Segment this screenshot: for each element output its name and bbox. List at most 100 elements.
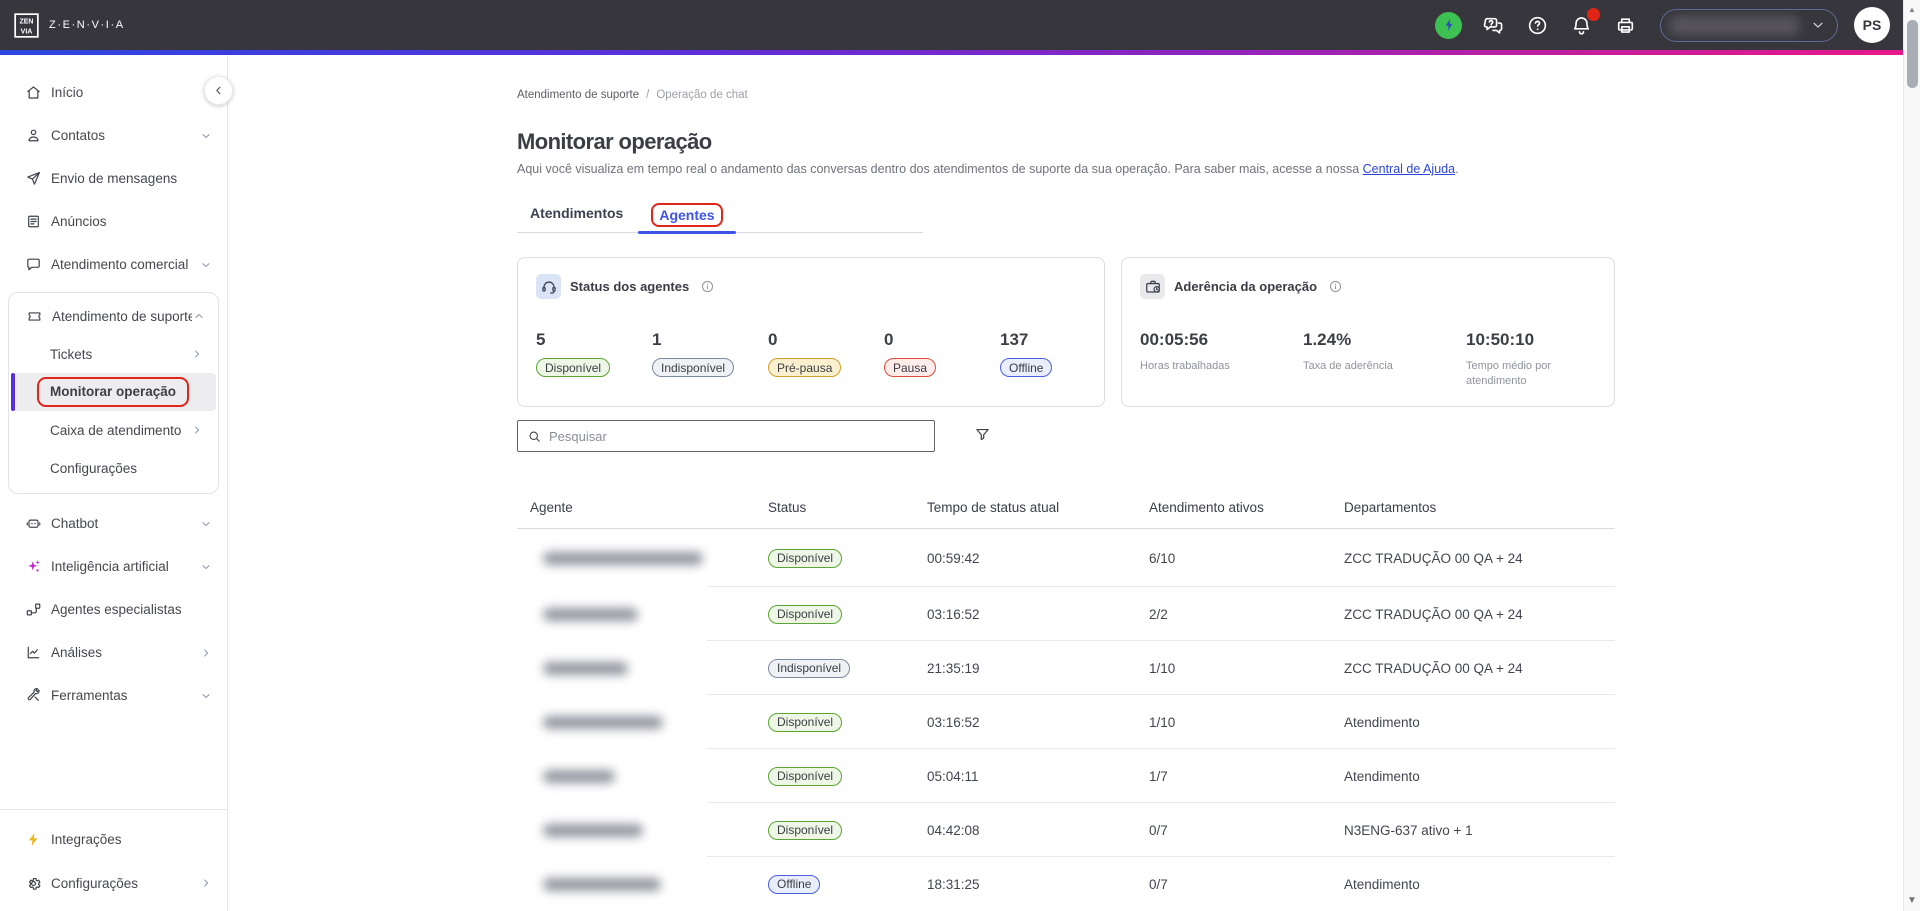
account-selector[interactable] (1660, 8, 1838, 42)
sidebar-item-anuncios[interactable]: Anúncios (0, 200, 227, 243)
sidebar-item-inteligencia-artificial[interactable]: Inteligência artificial (0, 545, 227, 588)
table-row[interactable]: Offline 18:31:25 0/7 Atendimento (517, 857, 1615, 911)
sidebar-item-agentes-especialistas[interactable]: Agentes especialistas (0, 588, 227, 631)
chatbot-icon (25, 515, 42, 532)
status-time-cell: 04:42:08 (927, 822, 980, 838)
departments-cell: Atendimento (1344, 714, 1420, 730)
chat-support-icon[interactable] (1481, 13, 1506, 38)
sidebar-item-label: Chatbot (51, 516, 99, 531)
metric-label: Horas trabalhadas (1140, 360, 1230, 372)
page-scrollbar[interactable]: ▲ ▼ (1903, 0, 1920, 911)
chevron-right-icon (190, 423, 204, 437)
stat-value: 5 (536, 330, 546, 349)
search-box (517, 420, 935, 452)
tab-label: Agentes (659, 207, 715, 223)
agents-table: Agente Status Tempo de status atual Atendim… (517, 500, 1615, 911)
sidebar-item-atendimento-de-suporte[interactable]: Atendimento de suporte (9, 297, 218, 335)
chevron-down-icon (199, 560, 213, 574)
sidebar-item-label: Ferramentas (51, 688, 128, 703)
status-time-cell: 18:31:25 (927, 876, 980, 892)
notifications-icon[interactable] (1569, 7, 1600, 38)
status-time-cell: 21:35:19 (927, 660, 980, 676)
tab-atendimentos[interactable]: Atendimentos (517, 197, 636, 232)
sidebar-item-tickets[interactable]: Tickets (11, 335, 216, 373)
agent-name-redacted (530, 551, 768, 565)
active-chats-cell: 6/10 (1149, 550, 1176, 566)
table-row[interactable]: Indisponível 21:35:19 1/10 ZCC TRADUÇÃO 00 … (517, 641, 1615, 695)
status-pill: Indisponível (652, 358, 735, 377)
sidebar-item-envio-de-mensagens[interactable]: Envio de mensagens (0, 157, 227, 200)
table-row[interactable]: Disponível 00:59:42 6/10 ZCC TRADUÇÃO 00 QA… (517, 529, 1615, 587)
row-separator (707, 640, 1615, 641)
agent-name-redacted (530, 769, 768, 783)
column-header: Atendimento ativos (1149, 500, 1264, 515)
sidebar-item-label: Anúncios (51, 214, 107, 229)
printer-icon[interactable] (1613, 13, 1638, 38)
status-pill: Disponível (768, 766, 843, 786)
sidebar-group-atendimento-de-suporte: Atendimento de suporte Tickets Monitorar o… (8, 292, 219, 494)
agent-status-cell: Disponível (768, 712, 927, 732)
help-center-link[interactable]: Central de Ajuda (1362, 162, 1456, 176)
breadcrumb-item[interactable]: Atendimento de suporte (517, 89, 640, 101)
avatar[interactable]: PS (1854, 7, 1890, 43)
tab-agentes[interactable]: Agentes (638, 197, 736, 234)
agent-name-redacted (530, 661, 768, 675)
chevron-right-icon (199, 876, 213, 890)
sidebar-item-caixa-de-atendimento[interactable]: Caixa de atendimento (11, 411, 216, 449)
agent-status-cell: Disponível (768, 766, 927, 786)
status-pill: Offline (1000, 358, 1053, 377)
search-input[interactable] (549, 428, 925, 444)
sidebar-item-configuracoes[interactable]: Configurações (0, 861, 227, 905)
sidebar-item-analises[interactable]: Análises (0, 631, 227, 674)
sidebar-item-inicio[interactable]: Início (0, 71, 227, 114)
scrollbar-thumb[interactable] (1907, 20, 1918, 88)
table-row[interactable]: Disponível 03:16:52 1/10 Atendimento (517, 695, 1615, 749)
tab-label: Atendimentos (530, 204, 624, 221)
chevron-up-icon (192, 309, 206, 323)
sidebar-item-atendimento-comercial[interactable]: Atendimento comercial (0, 243, 227, 286)
contacts-icon (25, 127, 42, 144)
table-row[interactable]: Disponível 04:42:08 0/7 N3ENG-637 ativo + 1 (517, 803, 1615, 857)
subtitle-text-end: . (1455, 162, 1459, 176)
status-time-cell: 03:16:52 (927, 606, 980, 622)
sidebar-item-monitorar-operacao[interactable]: Monitorar operação (11, 373, 216, 411)
sidebar-item-label: Tickets (50, 346, 93, 362)
home-icon (25, 84, 42, 101)
active-chats-cell: 1/10 (1149, 714, 1176, 730)
info-icon[interactable] (700, 279, 715, 294)
header-actions: PS (1416, 7, 1890, 43)
sidebar-item-configuracoes-suporte[interactable]: Configurações (11, 449, 216, 487)
status-time-cell: 00:59:42 (927, 550, 980, 566)
adherence-card: Aderência da operação 00:05:56 Horas trab… (1121, 257, 1615, 407)
sidebar-item-ferramentas[interactable]: Ferramentas (0, 674, 227, 717)
help-icon[interactable] (1525, 13, 1550, 38)
active-chats-cell: 0/7 (1149, 822, 1168, 838)
top-header: ZEN VIA Z·E·N·V·I·A PS (0, 0, 1920, 50)
agent-name-redacted (530, 715, 768, 729)
sidebar-item-contatos[interactable]: Contatos (0, 114, 227, 157)
active-chats-cell: 1/7 (1149, 768, 1168, 784)
row-separator (707, 856, 1615, 857)
sidebar-item-integracoes[interactable]: Integrações (0, 817, 227, 861)
agent-status-cell: Offline (768, 874, 927, 894)
agent-status-cell: Disponível (768, 548, 927, 568)
card-title: Status dos agentes (570, 279, 690, 294)
card-header: Status dos agentes (536, 274, 1086, 299)
filter-button[interactable] (971, 425, 993, 447)
info-icon[interactable] (1328, 279, 1343, 294)
departments-cell: N3ENG-637 ativo + 1 (1344, 822, 1473, 838)
sidebar-item-label: Monitorar operação (50, 384, 177, 399)
sidebar-collapse-button[interactable] (204, 76, 233, 105)
breadcrumb-item-current: Operação de chat (656, 89, 748, 101)
table-row[interactable]: Disponível 03:16:52 2/2 ZCC TRADUÇÃO 00 QA … (517, 587, 1615, 641)
announcements-icon (25, 213, 42, 230)
scrollbar-down-arrow[interactable]: ▼ (1907, 895, 1917, 906)
agent-status-stats: 5 Disponível 1 Indisponível 0 Pré-pausa 0 Pausa… (536, 330, 1086, 377)
summary-cards: Status dos agentes 5 Disponível 1 Indisponí… (517, 257, 1615, 407)
table-row[interactable]: Disponível 05:04:11 1/7 Atendimento (517, 749, 1615, 803)
annotation-highlight: Agentes (651, 203, 723, 227)
system-status-icon[interactable] (1435, 11, 1462, 39)
scrollbar-up-arrow[interactable]: ▲ (1908, 5, 1916, 14)
sidebar-item-chatbot[interactable]: Chatbot (0, 502, 227, 545)
column-header: Agente (530, 500, 573, 515)
